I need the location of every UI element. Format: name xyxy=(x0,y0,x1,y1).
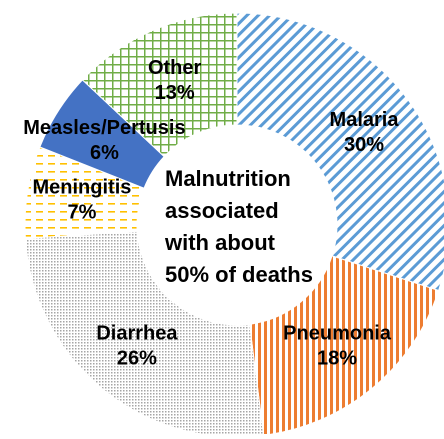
annotation: Malnutrition xyxy=(165,166,291,191)
slice-value-label: 6% xyxy=(90,142,119,164)
donut-slice xyxy=(236,12,444,292)
slice-value-label: 18% xyxy=(317,347,357,369)
slice-label: Other xyxy=(148,57,202,79)
slice-label: Pneumonia xyxy=(283,322,392,344)
slice-value-label: 7% xyxy=(67,202,96,224)
annotation: 50% of deaths xyxy=(165,262,313,287)
donut-slice xyxy=(81,12,238,158)
slice-label: Malaria xyxy=(330,109,400,131)
annotation: associated xyxy=(165,198,279,223)
donut-slice xyxy=(24,230,265,438)
slice-label: Diarrhea xyxy=(96,322,178,344)
slice-label: Meningitis xyxy=(32,177,131,199)
slice-value-label: 26% xyxy=(117,347,157,369)
slice-label: Measles/Pertusis xyxy=(23,117,185,139)
slice-value-label: 30% xyxy=(344,134,384,156)
donut-slice xyxy=(248,255,440,436)
slice-value-label: 13% xyxy=(155,82,195,104)
annotation: with about xyxy=(164,230,276,255)
